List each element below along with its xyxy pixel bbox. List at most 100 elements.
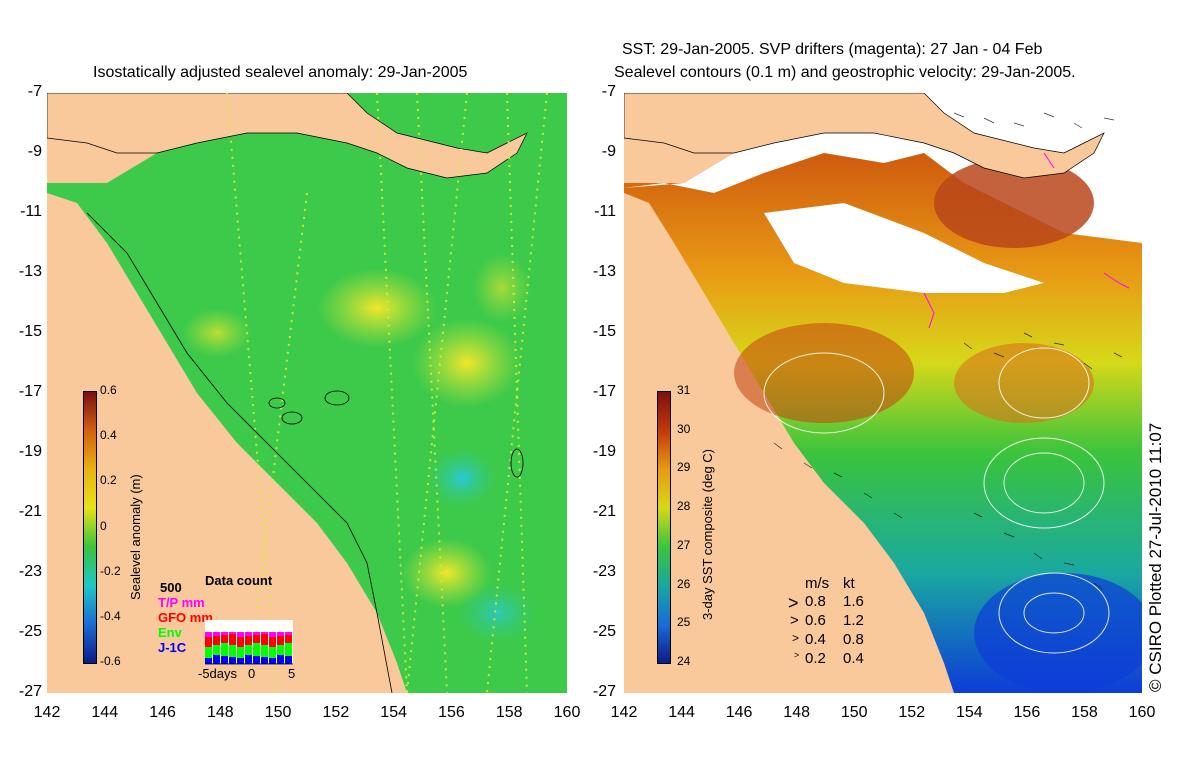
x-tick-label: 152 [898, 704, 926, 721]
sst-colorbar-label: 3-day SST composite (deg C) [700, 449, 715, 620]
cloud-cover [764, 203, 1044, 293]
data-count-bar-segment [261, 657, 268, 664]
data-count-bar-segment [269, 658, 276, 664]
velocity-legend-ms: 0.4 [805, 631, 826, 648]
x-tick-label: 158 [495, 704, 523, 721]
colorbar-tick-label: 24 [677, 654, 691, 668]
colorbar-tick-label: 0.6 [100, 383, 117, 397]
copyright-text: © CSIRO Plotted 27-Jul-2010 11:07 [1146, 422, 1165, 692]
new-guinea-land [624, 93, 1105, 179]
velocity-arrow-icon: > [792, 631, 800, 645]
data-count-bar-segment [229, 645, 236, 657]
x-tick-label: 144 [91, 704, 119, 721]
velocity-arrow-icon: > [788, 593, 799, 613]
data-count-bar-segment [221, 656, 228, 664]
data-count-bar-segment [229, 657, 236, 664]
y-tick-label: -7 [27, 83, 42, 100]
y-tick-label: -17 [592, 383, 616, 400]
data-count-bar-segment [245, 632, 252, 636]
data-count-series-label: J-1C [158, 640, 187, 655]
velocity-legend-kt: 1.2 [843, 612, 864, 629]
colorbar-tick-label: -0.2 [100, 563, 121, 578]
velocity-legend-kt: 0.8 [843, 631, 864, 648]
reef-outlines [268, 390, 524, 478]
data-count-xlabel-start: -5days [198, 666, 238, 681]
data-count-bar-segment [277, 645, 284, 655]
velocity-arrow-icon: > [790, 612, 799, 629]
data-count-bar-segment [213, 632, 220, 636]
data-count-series-label: Env [158, 625, 182, 640]
y-tick-label: -13 [592, 263, 616, 280]
positive-anomaly-blob [182, 308, 252, 358]
y-tick-label: -23 [18, 563, 42, 580]
x-tick-label: 154 [380, 704, 407, 721]
data-count-series-label: GFO mm [158, 610, 213, 625]
colorbar-tick-label: 25 [677, 615, 691, 630]
drifter-tracks [923, 152, 1130, 329]
x-tick-label: 150 [264, 704, 292, 721]
y-tick-label: -21 [592, 503, 616, 520]
right-map-title-line2: Sealevel contours (0.1 m) and geostrophi… [614, 64, 1076, 81]
shelf-contour [86, 212, 393, 693]
data-count-bar-segment [269, 632, 276, 637]
x-tick-label: 146 [149, 704, 176, 721]
x-tick-label: 152 [322, 704, 350, 721]
data-count-bar-segment [253, 635, 260, 643]
data-count-bar-segment [221, 632, 228, 635]
velocity-legend-kt-header: kt [843, 575, 855, 592]
sealevel-colorbar-label: Sealevel anomaly (m) [128, 474, 143, 600]
y-tick-label: -11 [594, 203, 616, 220]
y-tick-label: -7 [601, 83, 616, 100]
y-tick-label: -15 [592, 323, 616, 340]
y-tick-label: -13 [18, 263, 42, 280]
y-tick-label: -27 [592, 683, 616, 700]
colorbar-tick-label: 0.4 [100, 428, 117, 443]
colorbar-tick-label: 29 [677, 460, 691, 475]
data-count-bar-segment [213, 655, 220, 664]
x-tick-label: 144 [668, 704, 695, 721]
positive-anomaly-blob [472, 253, 532, 323]
data-count-histogram [205, 620, 293, 665]
colorbar-tick-label: 27 [677, 537, 691, 552]
data-count-xlabel-end: 5 [288, 666, 296, 681]
y-tick-label: -27 [18, 683, 42, 700]
data-count-bar-segment [285, 632, 292, 635]
warm-sst-patch [954, 343, 1094, 423]
data-count-bar-segment [253, 656, 260, 664]
positive-anomaly-blob [412, 318, 522, 408]
data-count-bar-segment [205, 658, 212, 664]
negative-anomaly-blob [457, 583, 537, 643]
y-tick-label: -15 [18, 323, 42, 340]
x-tick-label: 148 [783, 704, 810, 721]
negative-anomaly-blob [427, 448, 497, 508]
y-tick-label: -9 [27, 143, 42, 160]
y-tick-label: -11 [20, 203, 42, 220]
x-tick-label: 160 [1128, 704, 1156, 721]
velocity-legend-kt: 1.6 [843, 593, 864, 610]
data-count-bar-segment [245, 645, 252, 655]
velocity-arrows [773, 112, 1123, 590]
data-count-bar-segment [269, 647, 276, 658]
right-map-title-line1: SST: 29-Jan-2005. SVP drifters (magenta)… [622, 41, 1043, 58]
data-count-bar-segment [221, 643, 228, 656]
positive-anomaly-blob [317, 268, 437, 348]
velocity-legend-ms: 0.2 [805, 650, 826, 667]
x-tick-label: 148 [206, 704, 234, 721]
y-tick-label: -17 [18, 383, 42, 400]
colorbar-tick-label: 28 [677, 499, 691, 514]
colorbar-tick-label: 31 [677, 383, 691, 397]
x-tick-label: 154 [955, 704, 983, 721]
data-count-bar-segment [245, 655, 252, 664]
data-count-bar-segment [205, 632, 212, 637]
x-tick-label: 160 [553, 704, 581, 721]
x-tick-label: 156 [438, 704, 465, 721]
data-count-bar-segment [277, 636, 284, 645]
data-count-bar-segment [237, 637, 244, 647]
sst-colorbar [657, 391, 671, 664]
y-tick-label: -9 [601, 143, 616, 160]
data-count-bar-segment [261, 632, 268, 634]
y-tick-label: -25 [18, 623, 42, 640]
data-count-bar-segment [277, 632, 284, 636]
colorbar-tick-label: -0.4 [100, 608, 121, 623]
data-count-bar-segment [205, 637, 212, 647]
